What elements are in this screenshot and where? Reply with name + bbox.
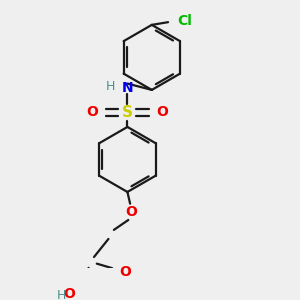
Text: O: O (119, 266, 131, 279)
Text: N: N (122, 81, 133, 95)
Text: Cl: Cl (177, 14, 192, 28)
Text: S: S (122, 105, 133, 120)
Text: O: O (63, 287, 75, 300)
Text: H: H (57, 289, 66, 300)
Text: O: O (125, 205, 137, 219)
Text: H: H (105, 80, 115, 93)
Text: O: O (87, 106, 98, 119)
Text: O: O (156, 106, 168, 119)
